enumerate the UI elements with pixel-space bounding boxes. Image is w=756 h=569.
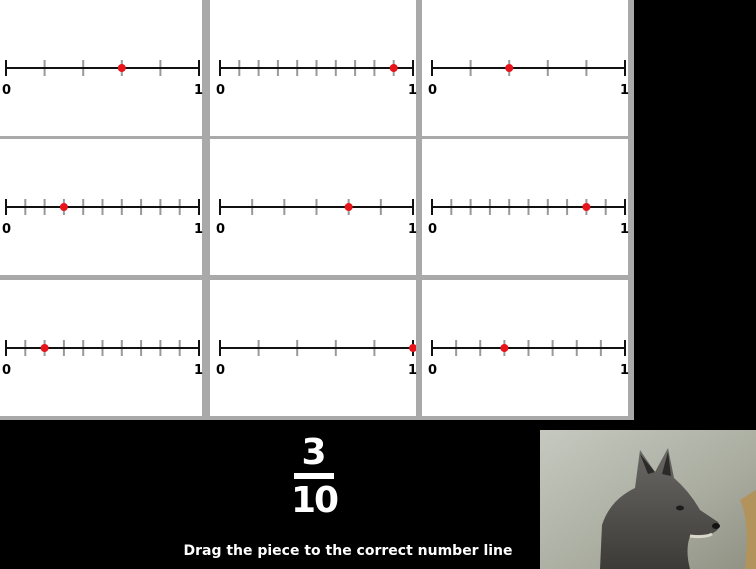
- number-line: [219, 60, 414, 76]
- wolf-photo[interactable]: [540, 430, 756, 569]
- start-label: 0: [216, 222, 226, 237]
- number-line: [5, 60, 200, 76]
- start-label: 0: [2, 222, 12, 237]
- fraction-bar: [294, 473, 334, 479]
- end-label: 1: [620, 222, 630, 237]
- number-line-point: [59, 203, 68, 211]
- number-line: [5, 340, 200, 356]
- fraction-piece[interactable]: 3 10: [286, 434, 342, 521]
- start-label: 0: [428, 83, 438, 98]
- start-label: 0: [2, 83, 12, 98]
- end-label: 1: [194, 83, 204, 98]
- number-line: [431, 340, 626, 356]
- start-label: 0: [2, 363, 12, 378]
- number-line-point: [117, 64, 126, 72]
- end-label: 1: [620, 363, 630, 378]
- start-label: 0: [216, 83, 226, 98]
- number-line-point: [344, 203, 353, 211]
- end-label: 1: [408, 222, 418, 237]
- number-line-point: [389, 64, 398, 72]
- number-line-point: [500, 344, 509, 352]
- number-line: [219, 199, 414, 215]
- fraction-numerator: 3: [301, 432, 327, 473]
- number-line: [431, 199, 626, 215]
- end-label: 1: [620, 83, 630, 98]
- fraction-denominator: 10: [290, 480, 339, 521]
- number-line-point: [582, 203, 591, 211]
- number-line-point: [409, 344, 416, 352]
- end-label: 1: [408, 83, 418, 98]
- start-label: 0: [428, 222, 438, 237]
- number-line: [431, 60, 626, 76]
- wolf-icon: [540, 430, 756, 569]
- end-label: 1: [194, 222, 204, 237]
- end-label: 1: [408, 363, 418, 378]
- number-line: [5, 199, 200, 215]
- number-line-point: [40, 344, 49, 352]
- instruction-text: Drag the piece to the correct number lin…: [183, 543, 513, 559]
- end-label: 1: [194, 363, 204, 378]
- start-label: 0: [216, 363, 226, 378]
- number-line-point: [505, 64, 514, 72]
- number-line: [219, 340, 416, 356]
- start-label: 0: [428, 363, 438, 378]
